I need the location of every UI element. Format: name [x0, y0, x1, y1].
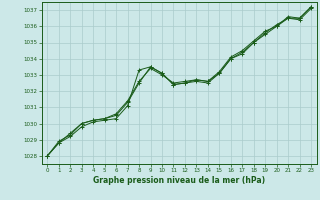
X-axis label: Graphe pression niveau de la mer (hPa): Graphe pression niveau de la mer (hPa)	[93, 176, 265, 185]
